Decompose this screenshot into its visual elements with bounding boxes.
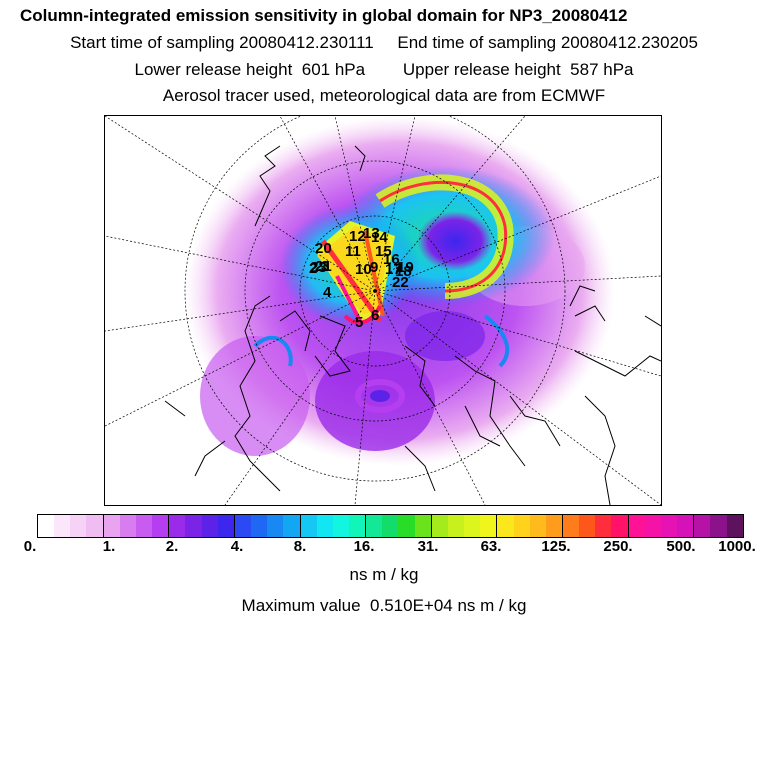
point-label: 22 [392, 274, 409, 291]
point-label: 4 [323, 284, 332, 301]
colorbar-segment [529, 515, 546, 537]
release-heights: Lower release height 601 hPa Upper relea… [0, 60, 768, 80]
colorbar-segment [233, 515, 252, 537]
colorbar-segment [365, 515, 383, 537]
colorbar-segment [562, 515, 580, 537]
colorbar-segment [316, 515, 333, 537]
colorbar-segment [644, 515, 661, 537]
colorbar-segment [201, 515, 218, 537]
point-label: 21 [315, 258, 332, 275]
point-label: 12 [349, 228, 366, 245]
point-label: 6 [371, 307, 379, 324]
coastlines [164, 145, 661, 505]
colorbar-segment [332, 515, 349, 537]
colorbar-segment [283, 515, 300, 537]
point-label: 17 [385, 261, 402, 278]
point-labels: 13 12 14 20 11 15 16 21 23 2 10 9 17 18 … [309, 225, 414, 331]
colorbar-tick: 16. [353, 538, 375, 555]
colorbar-tick: 500. [666, 538, 696, 555]
emission-sensitivity-map: 13 12 14 20 11 15 16 21 23 2 10 9 17 18 … [104, 115, 662, 506]
lower-release-height: Lower release height 601 hPa [134, 60, 366, 79]
colorbar-segment [102, 515, 120, 537]
sensitivity-field [185, 116, 615, 466]
colorbar-segment [660, 515, 678, 537]
point-label: 2 [309, 260, 317, 277]
point-label: 20 [315, 240, 332, 257]
colorbar-segment [480, 515, 497, 537]
colorbar-segment [168, 515, 186, 537]
colorbar-segment [54, 515, 71, 537]
plot-title: Column-integrated emission sensitivity i… [20, 6, 628, 25]
colorbar-segment [726, 515, 743, 537]
point-label: 10 [355, 261, 372, 278]
point-label: 16 [383, 251, 400, 268]
colorbar-segment [267, 515, 284, 537]
upper-release-height: Upper release height 587 hPa [402, 60, 634, 79]
colorbar-segment [579, 515, 596, 537]
colorbar-tick: 0. [23, 538, 37, 555]
colorbar-segment [217, 515, 234, 537]
point-label: 19 [397, 259, 414, 276]
colorbar-segment [693, 515, 711, 537]
colorbar-segment [251, 515, 268, 537]
colorbar-segment [513, 515, 530, 537]
point-label: 13 [363, 225, 380, 242]
colorbar-tick: 63. [480, 538, 502, 555]
colorbar-tick: 8. [293, 538, 307, 555]
colorbar-segment [382, 515, 399, 537]
point-label: 14 [371, 229, 388, 246]
colorbar-tick: 4. [230, 538, 244, 555]
colorbar-segment [398, 515, 415, 537]
point-label: 15 [375, 243, 392, 260]
colorbar-segment [611, 515, 628, 537]
colorbar-tick: 125. [541, 538, 571, 555]
colorbar-segment [627, 515, 645, 537]
colorbar-segment [447, 515, 465, 537]
point-label: 5 [355, 314, 363, 331]
colorbar-units: ns m / kg [349, 565, 419, 584]
colorbar-segment [152, 515, 169, 537]
colorbar-segment [70, 515, 87, 537]
graticule [105, 116, 661, 505]
colorbar-tick: 1. [102, 538, 116, 555]
colorbar-tick: 2. [165, 538, 179, 555]
colorbar-segment [38, 515, 55, 537]
point-label: 3 [321, 258, 329, 275]
start-time: Start time of sampling 20080412.230111 [70, 33, 374, 52]
colorbar-tick: 1000. [718, 538, 756, 555]
colorbar-segment [496, 515, 514, 537]
colorbar-tick: 31. [417, 538, 439, 555]
colorbar-tick: 250. [603, 538, 633, 555]
colorbar-segment [299, 515, 317, 537]
colorbar-segment [710, 515, 727, 537]
colorbar-segment [86, 515, 103, 537]
colorbar-segment [348, 515, 366, 537]
point-label: 11 [345, 243, 361, 260]
colorbar-segment [119, 515, 136, 537]
colorbar-segment [414, 515, 431, 537]
colorbar-segment [185, 515, 202, 537]
maximum-value: Maximum value 0.510E+04 ns m / kg [241, 596, 527, 615]
end-time: End time of sampling 20080412.230205 [397, 33, 698, 52]
colorbar-segment [595, 515, 612, 537]
sampling-times: Start time of sampling 20080412.230111 E… [0, 33, 768, 53]
colorbar-segment [545, 515, 562, 537]
colorbar-segment [464, 515, 481, 537]
tracer-note: Aerosol tracer used, meteorological data… [162, 86, 606, 105]
point-label: 18 [395, 263, 412, 280]
point-label: 23 [310, 259, 327, 276]
colorbar-segment [135, 515, 153, 537]
point-label: 9 [370, 259, 378, 276]
colorbar-segment [677, 515, 694, 537]
colorbar-segment [430, 515, 448, 537]
colorbar-ticks: 0. 1. 2. 4. 8. 16. 31. 63. 125. 250. 500… [0, 538, 768, 560]
colorbar [37, 514, 744, 538]
